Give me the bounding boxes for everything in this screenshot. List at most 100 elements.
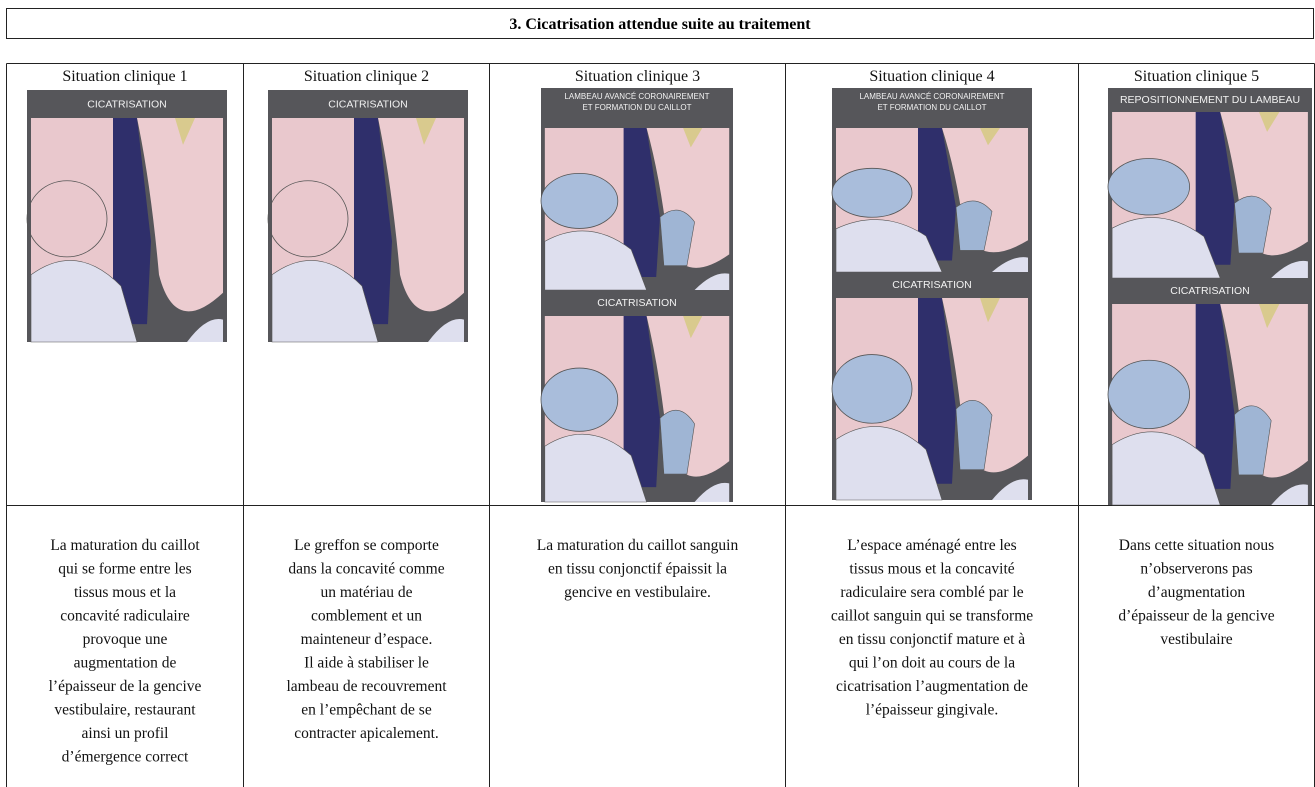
column-header: Situation clinique 1: [62, 68, 187, 85]
yellow-mark: [980, 128, 1000, 146]
tissue-gain: [659, 209, 695, 266]
image-label: REPOSITIONNEMENT DU LAMBEAU: [1120, 94, 1300, 106]
cell-text: contracter apicalement.: [294, 725, 439, 742]
crown: [1271, 484, 1308, 505]
contour: [831, 354, 913, 424]
yellow-mark: [683, 128, 703, 148]
cell-text: qui l’on doit au cours de la: [849, 655, 1015, 672]
cell-text: tissus mous et la concavité: [849, 561, 1014, 578]
cell-text: un matériau de: [320, 584, 412, 601]
root-surface: [623, 316, 660, 488]
cell-text: caillot sanguin qui se transforme: [831, 608, 1033, 625]
cell-text: concavité radiculaire: [60, 608, 190, 625]
yellow-mark: [1259, 304, 1280, 329]
crown: [544, 230, 648, 291]
cell-text: radiculaire sera comblé par le: [840, 584, 1023, 601]
root-surface: [354, 118, 392, 325]
cell-text: vestibulaire: [1160, 631, 1232, 648]
column-header: Situation clinique 3: [575, 68, 700, 85]
crown: [544, 433, 648, 503]
crown: [835, 426, 943, 501]
cell-text: comblement et un: [311, 608, 422, 625]
crown: [1271, 260, 1308, 278]
yellow-mark: [1259, 112, 1280, 132]
yellow-mark: [175, 118, 195, 145]
cell-text: ainsi un profil: [82, 725, 169, 742]
cell-text: n’observerons pas: [1140, 561, 1252, 578]
column-header: Situation clinique 4: [869, 68, 994, 85]
cell-text: d’épaisseur de la gencive: [1118, 608, 1274, 625]
illustration: LAMBEAU AVANCÉ CORONAIREMENT ET FORMATION…: [831, 88, 1032, 273]
tissue-gain: [659, 410, 695, 475]
cell-text: dans la concavité comme: [288, 561, 444, 578]
tissue-gain: [1234, 195, 1272, 254]
cell-text: Dans cette situation nous: [1119, 537, 1274, 554]
crown: [835, 219, 943, 273]
section-box: [6, 8, 1314, 39]
image-label: ET FORMATION DU CAILLOT: [582, 103, 691, 112]
contour: [1107, 158, 1190, 216]
image-label: CICATRISATION: [87, 98, 167, 110]
root-surface: [1195, 304, 1235, 489]
section-title: 3. Cicatrisation attendue suite au trait…: [509, 16, 811, 33]
cell-text: d’émergence correct: [62, 749, 189, 766]
root-surface: [113, 118, 151, 325]
root-surface: [918, 298, 956, 484]
illustration: CICATRISATION: [831, 272, 1032, 501]
illustration: CICATRISATION: [267, 90, 468, 343]
image-label: LAMBEAU AVANCÉ CORONAIREMENT: [859, 92, 1004, 101]
crown: [187, 318, 223, 342]
contour: [267, 180, 349, 258]
illustration: CICATRISATION: [26, 90, 227, 343]
cell-text: La maturation du caillot sanguin: [537, 537, 739, 554]
cell-text: provoque une: [83, 631, 168, 648]
crown: [428, 318, 464, 342]
yellow-mark: [683, 316, 703, 339]
root-surface: [918, 128, 956, 261]
crown: [271, 260, 379, 343]
image-label: CICATRISATION: [597, 297, 677, 309]
contour: [26, 180, 108, 258]
crown: [992, 257, 1028, 272]
illustration: LAMBEAU AVANCÉ CORONAIREMENT ET FORMATION…: [540, 88, 733, 291]
cell-text: gencive en vestibulaire.: [564, 584, 711, 601]
cell-text: l’épaisseur de la gencive: [49, 678, 202, 695]
cell-text: augmentation de: [74, 655, 177, 672]
image-label: CICATRISATION: [892, 279, 972, 291]
image-label: ET FORMATION DU CAILLOT: [877, 103, 986, 112]
crown: [1111, 217, 1221, 279]
cell-text: en tissu conjonctif mature et à: [839, 631, 1025, 648]
crown: [992, 479, 1028, 500]
illustration: CICATRISATION: [1107, 278, 1312, 506]
cell-text: en l’empêchant de se: [301, 702, 432, 719]
tissue-gain: [1234, 405, 1272, 476]
tissue-gain: [955, 200, 993, 251]
contour: [540, 172, 619, 229]
image-label: CICATRISATION: [1170, 285, 1250, 297]
cell-text: cicatrisation l’augmentation de: [836, 678, 1028, 695]
cell-text: Il aide à stabiliser le: [304, 655, 429, 672]
yellow-mark: [416, 118, 436, 145]
root-surface: [1195, 112, 1235, 265]
cell-text: d’augmentation: [1148, 584, 1246, 601]
illustration: CICATRISATION: [540, 290, 733, 503]
contour: [831, 167, 913, 218]
contour: [540, 367, 619, 432]
cell-text: l’épaisseur gingivale.: [866, 702, 999, 719]
cell-text: vestibulaire, restaurant: [54, 702, 196, 719]
yellow-mark: [980, 298, 1000, 323]
cell-text: en tissu conjonctif épaissit la: [548, 561, 727, 578]
cell-text: mainteneur d’espace.: [301, 631, 433, 648]
image-label: CICATRISATION: [328, 98, 408, 110]
cell-text: Le greffon se comporte: [294, 537, 439, 554]
column-header: Situation clinique 2: [304, 68, 429, 85]
column-header: Situation clinique 5: [1134, 68, 1259, 85]
cell-text: La maturation du caillot: [50, 537, 200, 554]
illustration: REPOSITIONNEMENT DU LAMBEAU: [1107, 88, 1312, 279]
cell-text: lambeau de recouvrement: [286, 678, 447, 695]
root-surface: [623, 128, 660, 277]
crown: [694, 273, 730, 290]
cell-text: tissus mous et la: [74, 584, 176, 601]
cell-text: qui se forme entre les: [58, 561, 191, 578]
